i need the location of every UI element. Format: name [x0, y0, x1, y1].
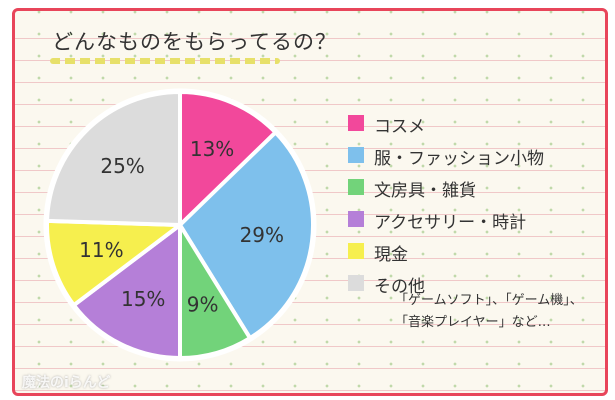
legend-swatch-3 — [348, 211, 364, 227]
slice-label-2: 9% — [187, 292, 219, 316]
pie-slice-1 — [178, 130, 315, 341]
legend-label-2: 文房具・雑貨 — [374, 181, 476, 201]
slice-label-0: 13% — [190, 137, 234, 161]
legend-label-4: 現金 — [374, 245, 408, 265]
legend-swatch-4 — [348, 243, 364, 259]
pie-slice-4 — [45, 218, 182, 308]
legend-label-1: 服・ファッション小物 — [374, 149, 544, 169]
pie-slice-0 — [178, 90, 278, 227]
slice-label-4: 11% — [79, 238, 123, 262]
title-underline — [50, 58, 280, 64]
watermark-logo: 魔法のiらんど — [22, 375, 111, 391]
pie-slice-5 — [45, 90, 182, 227]
legend-label-0: コスメ — [374, 117, 425, 137]
legend-label-5: その他 — [374, 277, 425, 297]
other-note-line-1: 「ゲームソフト」、「ゲーム機」、 — [395, 293, 583, 308]
legend-label-3: アクセサリー・時計 — [374, 213, 527, 233]
other-note-line-2: 「音楽プレイヤー」など… — [395, 315, 551, 330]
legend-swatch-1 — [348, 147, 364, 163]
legend-swatch-2 — [348, 179, 364, 195]
other-note: 「ゲームソフト」、「ゲーム機」、 「音楽プレイヤー」など… — [395, 290, 595, 334]
pie-chart: 13% 29% 9% 15% 11% 25% — [43, 88, 317, 362]
pie-outline — [43, 88, 317, 362]
slice-label-5: 25% — [100, 154, 144, 178]
legend-swatch-5 — [348, 275, 364, 291]
slice-label-3: 15% — [121, 287, 165, 311]
pie-slice-3 — [71, 223, 182, 360]
legend-swatch-0 — [348, 115, 364, 131]
slice-label-1: 29% — [240, 223, 284, 247]
chart-title: どんなものをもらってるの？ — [52, 30, 337, 54]
